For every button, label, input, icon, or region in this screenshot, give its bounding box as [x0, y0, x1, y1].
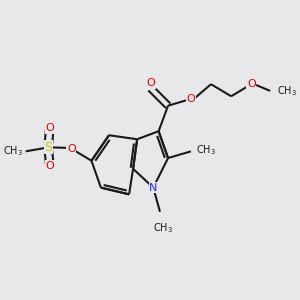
Text: CH$_3$: CH$_3$ [196, 143, 216, 157]
Text: N: N [149, 183, 158, 193]
Text: CH$_3$: CH$_3$ [3, 144, 23, 158]
Text: O: O [187, 94, 195, 104]
Text: O: O [46, 123, 54, 133]
Text: CH$_3$: CH$_3$ [153, 221, 173, 235]
Text: O: O [146, 78, 155, 88]
Text: O: O [67, 144, 76, 154]
Text: O: O [46, 160, 54, 171]
Text: CH$_3$: CH$_3$ [277, 84, 297, 98]
Text: S: S [44, 141, 52, 154]
Text: O: O [247, 79, 256, 89]
